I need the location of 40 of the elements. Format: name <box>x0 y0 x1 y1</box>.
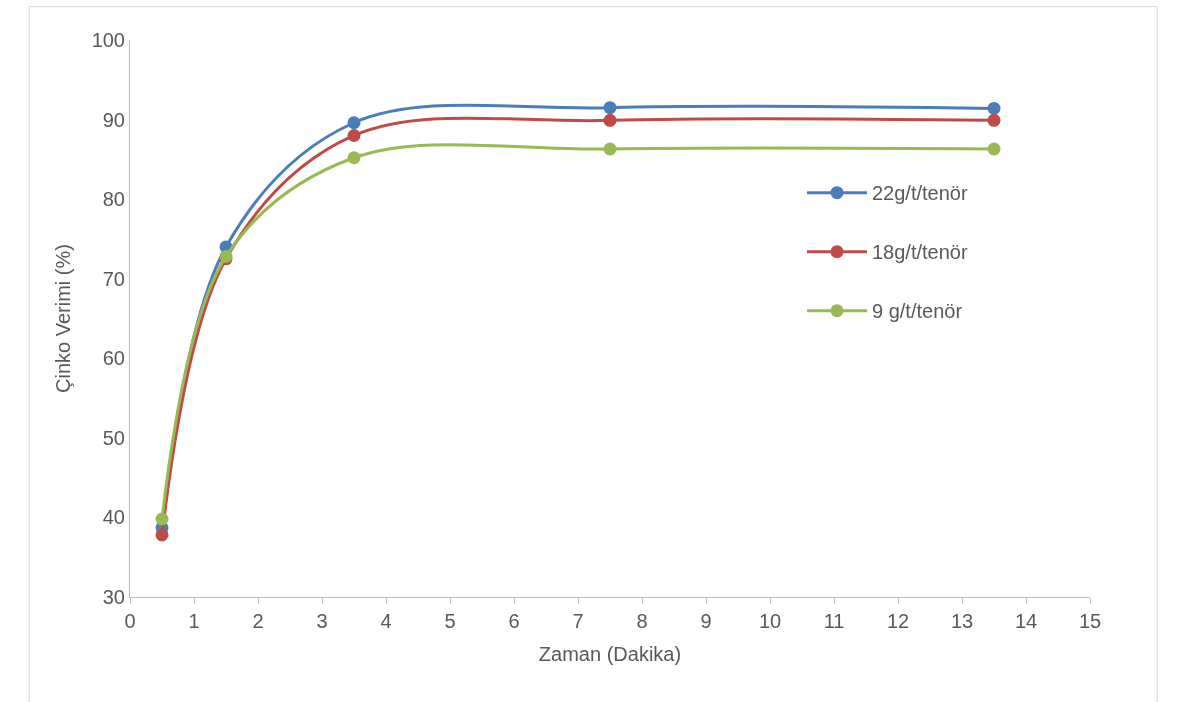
x-tick-label: 1 <box>188 610 200 632</box>
legend-label: 18g/t/tenör <box>872 241 968 264</box>
point <box>347 128 361 142</box>
x-tick-label: 9 <box>700 610 712 632</box>
y-tick-label: 80 <box>102 188 125 211</box>
y-tick-label: 70 <box>102 267 125 290</box>
x-tick-label: 2 <box>252 610 264 632</box>
point <box>347 116 361 130</box>
x-tick-label: 4 <box>380 610 392 632</box>
point <box>603 113 617 127</box>
y-tick-label: 50 <box>102 426 125 449</box>
x-tick-label: 10 <box>758 610 782 632</box>
x-tick-label: 13 <box>950 610 974 632</box>
x-axis-title: Zaman (Dakika) <box>538 642 682 665</box>
point <box>603 101 617 115</box>
x-tick-label: 0 <box>124 610 136 632</box>
x-tick-label: 3 <box>316 610 328 632</box>
point <box>155 528 169 542</box>
point <box>347 151 361 165</box>
y-tick-label: 100 <box>91 29 125 51</box>
point <box>155 512 169 526</box>
y-tick-label: 40 <box>102 506 125 529</box>
x-tick-label: 15 <box>1078 610 1102 632</box>
y-tick-label: 30 <box>102 586 125 608</box>
x-tick-label: 14 <box>1014 610 1038 632</box>
x-tick-label: 8 <box>636 610 648 632</box>
x-tick-label: 11 <box>823 610 845 632</box>
x-tick-label: 6 <box>508 610 520 632</box>
x-tick-label: 7 <box>572 610 584 632</box>
point <box>987 113 1001 127</box>
y-tick-label: 60 <box>102 347 125 370</box>
point <box>603 142 617 156</box>
legend-label: 22g/t/tenör <box>872 182 968 205</box>
point <box>987 142 1001 156</box>
legend-label: 9 g/t/tenör <box>872 300 963 323</box>
x-tick-label: 12 <box>886 610 910 632</box>
y-tick-label: 90 <box>102 108 125 131</box>
x-tick-label: 5 <box>444 610 456 632</box>
point <box>987 101 1001 115</box>
y-axis-title: Çinko Verimi (%) <box>52 244 75 393</box>
